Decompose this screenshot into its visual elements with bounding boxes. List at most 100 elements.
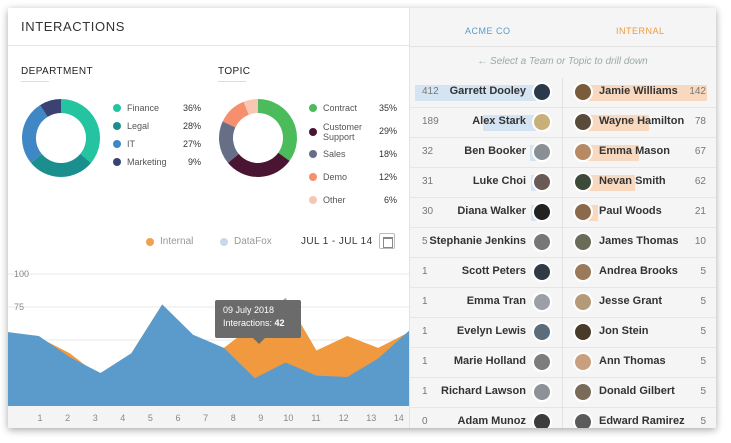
internal-person-row[interactable]: Jesse Grant 5 bbox=[563, 288, 716, 318]
tooltip-date: 09 July 2018 bbox=[223, 305, 275, 315]
acme-person-row[interactable]: 412 Garrett Dooley bbox=[409, 78, 562, 108]
internal-person-row[interactable]: Jamie Williams 142 bbox=[563, 78, 716, 108]
acme-person-row[interactable]: 1 Evelyn Lewis bbox=[409, 318, 562, 348]
department-legend-item-0[interactable]: Finance bbox=[113, 103, 159, 113]
internal-person-row[interactable]: Donald Gilbert 5 bbox=[563, 378, 716, 408]
x-tick-label: 7 bbox=[203, 413, 208, 423]
acme-count-bar bbox=[415, 85, 540, 101]
acme-person-row[interactable]: 1 Richard Lawson bbox=[409, 378, 562, 408]
acme-count: 0 bbox=[422, 416, 428, 427]
department-slice-2[interactable] bbox=[22, 105, 48, 163]
topic-legend-pct: 29% bbox=[378, 126, 397, 136]
internal-count: 67 bbox=[694, 146, 706, 157]
topic-slice-2[interactable] bbox=[219, 121, 240, 163]
internal-person-name: Jamie Williams bbox=[599, 85, 678, 97]
internal-person-row[interactable]: Ann Thomas 5 bbox=[563, 348, 716, 378]
acme-person-row[interactable]: 1 Scott Peters bbox=[409, 258, 562, 288]
department-slice-1[interactable] bbox=[30, 153, 92, 177]
team-acme-header[interactable]: ACME CO bbox=[465, 26, 511, 36]
avatar bbox=[573, 292, 593, 312]
acme-person-row[interactable]: 32 Ben Booker bbox=[409, 138, 562, 168]
internal-count-bar bbox=[579, 85, 707, 101]
acme-person-name: Alex Stark bbox=[472, 115, 526, 127]
department-donut-chart[interactable] bbox=[21, 98, 101, 178]
acme-person-row[interactable]: 1 Emma Tran bbox=[409, 288, 562, 318]
department-slice-3[interactable] bbox=[40, 99, 62, 118]
avatar bbox=[532, 292, 552, 312]
topic-donut-chart[interactable] bbox=[218, 98, 298, 178]
acme-person-name: Richard Lawson bbox=[441, 385, 526, 397]
internal-person-row[interactable]: Jon Stein 5 bbox=[563, 318, 716, 348]
legend-datafox[interactable]: DataFox bbox=[220, 236, 272, 247]
avatar bbox=[532, 412, 552, 428]
internal-person-row[interactable]: Emma Mason 67 bbox=[563, 138, 716, 168]
date-range[interactable]: JUL 1 - JUL 14 bbox=[301, 236, 373, 247]
area-series-datafox[interactable] bbox=[8, 304, 409, 406]
acme-person-row[interactable]: 30 Diana Walker bbox=[409, 198, 562, 228]
internal-count: 142 bbox=[689, 86, 706, 97]
avatar bbox=[532, 352, 552, 372]
legend-dot-icon bbox=[309, 150, 317, 158]
x-tick-label: 5 bbox=[148, 413, 153, 423]
internal-person-row[interactable]: Nevan Smith 62 bbox=[563, 168, 716, 198]
internal-person-name: Emma Mason bbox=[599, 145, 670, 157]
department-legend-item-2[interactable]: IT bbox=[113, 139, 135, 149]
y-tick-label: 75 bbox=[14, 302, 24, 312]
avatar bbox=[532, 262, 552, 282]
department-legend-item-3[interactable]: Marketing bbox=[113, 157, 167, 167]
department-slice-0[interactable] bbox=[60, 99, 100, 163]
topic-legend-item-3[interactable]: Demo bbox=[309, 172, 347, 182]
acme-person-row[interactable]: 31 Luke Choi bbox=[409, 168, 562, 198]
topic-slice-0[interactable] bbox=[257, 99, 297, 161]
legend-internal[interactable]: Internal bbox=[146, 236, 193, 247]
topic-slice-3[interactable] bbox=[222, 101, 250, 128]
internal-person-row[interactable]: Andrea Brooks 5 bbox=[563, 258, 716, 288]
avatar bbox=[573, 262, 593, 282]
topic-legend-pct: 6% bbox=[383, 195, 397, 205]
x-tick-label: 4 bbox=[120, 413, 125, 423]
legend-dot-icon bbox=[309, 104, 317, 112]
internal-person-row[interactable]: Edward Ramirez 5 bbox=[563, 408, 716, 428]
avatar bbox=[573, 142, 593, 162]
calendar-icon[interactable] bbox=[379, 233, 395, 249]
department-legend-item-1[interactable]: Legal bbox=[113, 121, 149, 131]
topic-legend-label: Other bbox=[323, 195, 346, 205]
acme-person-name: Emma Tran bbox=[466, 295, 526, 307]
avatar bbox=[573, 352, 593, 372]
internal-count: 5 bbox=[700, 296, 706, 307]
topic-legend-item-1[interactable]: Customer Support bbox=[309, 122, 377, 142]
topic-legend-item-4[interactable]: Other bbox=[309, 195, 346, 205]
acme-person-row[interactable]: 0 Adam Munoz bbox=[409, 408, 562, 428]
internal-count: 78 bbox=[694, 116, 706, 127]
topic-legend-item-0[interactable]: Contract bbox=[309, 103, 357, 113]
internal-person-row[interactable]: Paul Woods 21 bbox=[563, 198, 716, 228]
topic-slice-1[interactable] bbox=[227, 152, 290, 177]
avatar bbox=[573, 232, 593, 252]
avatar bbox=[532, 232, 552, 252]
internal-person-row[interactable]: James Thomas 10 bbox=[563, 228, 716, 258]
acme-person-name: Diana Walker bbox=[457, 205, 526, 217]
internal-person-name: Andrea Brooks bbox=[599, 265, 678, 277]
team-internal-header[interactable]: INTERNAL bbox=[616, 26, 665, 36]
topic-legend-pct: 18% bbox=[378, 149, 397, 159]
acme-count: 412 bbox=[422, 86, 439, 97]
topic-legend-item-2[interactable]: Sales bbox=[309, 149, 346, 159]
avatar bbox=[573, 202, 593, 222]
internal-person-row[interactable]: Wayne Hamilton 78 bbox=[563, 108, 716, 138]
internal-count-bar bbox=[579, 175, 635, 191]
acme-person-row[interactable]: 5 Stephanie Jenkins bbox=[409, 228, 562, 258]
interactions-area-chart[interactable]: 2550751001234567891011121314 bbox=[8, 258, 409, 428]
department-legend-label: Legal bbox=[127, 121, 150, 131]
department-label: DEPARTMENT bbox=[21, 66, 93, 77]
acme-person-row[interactable]: 189 Alex Stark bbox=[409, 108, 562, 138]
chart-tooltip: 09 July 2018 Interactions: 42 bbox=[215, 300, 301, 344]
title-divider bbox=[8, 45, 409, 46]
acme-count: 1 bbox=[422, 356, 428, 367]
drill-down-hint: ← Select a Team or Topic to drill down bbox=[477, 56, 648, 67]
acme-person-row[interactable]: 1 Marie Holland bbox=[409, 348, 562, 378]
page-title: INTERACTIONS bbox=[21, 19, 125, 34]
header-divider bbox=[409, 46, 716, 47]
internal-count: 10 bbox=[694, 236, 706, 247]
topic-slice-4[interactable] bbox=[243, 99, 259, 115]
legend-dot-icon bbox=[309, 173, 317, 181]
